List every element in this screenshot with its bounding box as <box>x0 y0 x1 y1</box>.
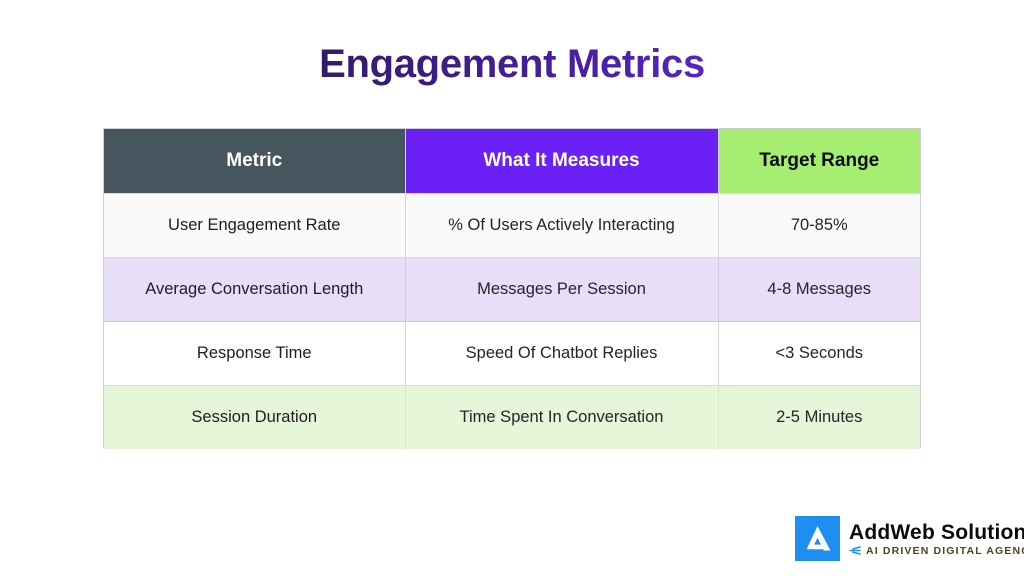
addweb-a-mark-icon <box>795 516 840 561</box>
chevron-left-icon <box>849 545 861 555</box>
logo-tagline-row: AI DRIVEN DIGITAL AGENCY <box>849 545 1024 557</box>
cell-metric: Response Time <box>104 321 406 386</box>
cell-metric: User Engagement Rate <box>104 193 406 258</box>
cell-target: <3 Seconds <box>718 321 920 386</box>
logo-tagline: AI DRIVEN DIGITAL AGENCY <box>866 544 1024 557</box>
cell-measures: Messages Per Session <box>405 257 719 322</box>
page-title: Engagement Metrics <box>0 38 1024 90</box>
cell-metric: Average Conversation Length <box>104 257 406 322</box>
column-header-measures: What It Measures <box>405 129 719 194</box>
logo-company-name: AddWeb Solution <box>849 520 1024 544</box>
engagement-metrics-table: Metric What It Measures Target Range Use… <box>103 128 921 449</box>
cell-metric: Session Duration <box>104 385 406 449</box>
table-row: Session Duration Time Spent In Conversat… <box>104 385 920 449</box>
cell-target: 2-5 Minutes <box>718 385 920 449</box>
cell-measures: Speed Of Chatbot Replies <box>405 321 719 386</box>
brand-logo: AddWeb Solution AI DRIVEN DIGITAL AGENCY <box>795 516 1024 561</box>
cell-target: 70-85% <box>718 193 920 258</box>
cell-measures: % Of Users Actively Interacting <box>405 193 719 258</box>
table-row: Average Conversation Length Messages Per… <box>104 257 920 322</box>
table-row: Response Time Speed Of Chatbot Replies <… <box>104 321 920 386</box>
column-header-target: Target Range <box>718 129 920 194</box>
cell-target: 4-8 Messages <box>718 257 920 322</box>
table-header-row: Metric What It Measures Target Range <box>104 129 920 194</box>
column-header-metric: Metric <box>104 129 406 194</box>
cell-measures: Time Spent In Conversation <box>405 385 719 449</box>
table-row: User Engagement Rate % Of Users Actively… <box>104 193 920 258</box>
